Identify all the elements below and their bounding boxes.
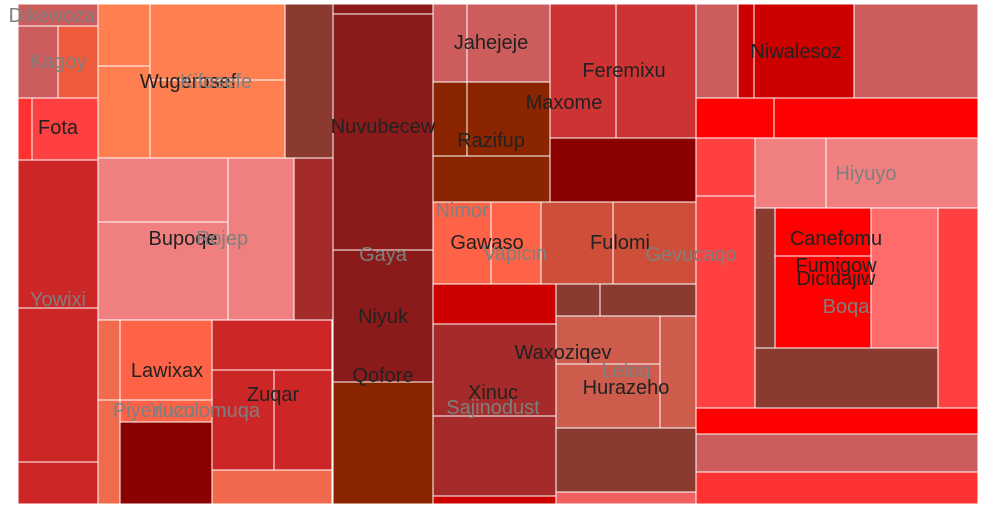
treemap-cells bbox=[17, 3, 979, 505]
treemap-cell-22 bbox=[211, 319, 333, 371]
treemap-label: Lawixax bbox=[131, 360, 203, 382]
treemap-label: Fota bbox=[38, 117, 79, 139]
treemap-cell-7 bbox=[17, 461, 99, 505]
treemap-cell-36 bbox=[490, 201, 542, 285]
treemap-label: Gevucaqo bbox=[645, 244, 736, 266]
treemap-label: Nimor bbox=[435, 200, 489, 222]
treemap-cell-15 bbox=[227, 157, 295, 321]
treemap-label: Boqa bbox=[823, 296, 871, 318]
treemap-label: Zuqar bbox=[247, 384, 300, 406]
treemap-cell-67 bbox=[937, 207, 979, 409]
treemap-label: Rojep bbox=[196, 228, 248, 250]
treemap-label: Feremixu bbox=[582, 60, 665, 82]
treemap-label: Wugerosef bbox=[140, 71, 237, 93]
treemap-cell-17 bbox=[97, 319, 121, 401]
treemap-label: Nuvubecew bbox=[331, 116, 436, 138]
treemap-cell-39 bbox=[432, 415, 557, 497]
treemap-label: Hiyuyo bbox=[835, 163, 896, 185]
treemap-cell-60 bbox=[754, 137, 827, 209]
treemap-cell-56 bbox=[853, 3, 979, 99]
treemap-cell-28 bbox=[332, 249, 434, 383]
treemap-cell-51 bbox=[555, 427, 697, 493]
treemap-label: Maxome bbox=[526, 92, 603, 114]
treemap-label: Fumigow bbox=[795, 255, 877, 277]
treemap-cell-52 bbox=[555, 491, 697, 505]
treemap-label: Dikewoza bbox=[9, 5, 97, 27]
treemap-cell-47 bbox=[599, 283, 697, 317]
treemap-cell-59 bbox=[695, 137, 756, 197]
treemap-cell-12 bbox=[284, 3, 334, 159]
treemap-cell-11 bbox=[149, 79, 286, 159]
treemap-cell-68 bbox=[754, 347, 939, 409]
treemap-cell-57 bbox=[695, 97, 775, 139]
treemap-cell-5 bbox=[17, 159, 99, 309]
treemap-label: Hurazeho bbox=[583, 377, 670, 399]
treemap-cell-50 bbox=[555, 363, 661, 429]
treemap-cell-71 bbox=[695, 471, 979, 505]
treemap-cell-14 bbox=[97, 221, 229, 321]
treemap-cell-46 bbox=[555, 283, 601, 317]
treemap-label: Vapicin bbox=[483, 243, 547, 265]
treemap-cell-53 bbox=[695, 3, 739, 99]
treemap-label: Gaya bbox=[359, 244, 408, 266]
treemap-label: Piyenuzo bbox=[113, 400, 195, 422]
treemap-cell-13 bbox=[97, 157, 229, 223]
treemap-label: Canefomu bbox=[790, 228, 882, 250]
treemap-cell-37 bbox=[432, 283, 557, 325]
treemap-labels: Dikewoza Kagoy Fota Yowixi WugerosefKifosefe… bbox=[9, 5, 897, 422]
treemap-label: Yuculomuqa bbox=[150, 400, 261, 422]
treemap-label: Fulomi bbox=[590, 232, 650, 254]
treemap-label: Qofore bbox=[352, 365, 413, 387]
treemap-cell-8 bbox=[97, 3, 151, 67]
treemap-cell-29 bbox=[332, 381, 434, 505]
treemap-cell-70 bbox=[695, 433, 979, 473]
treemap-cell-9 bbox=[149, 3, 286, 81]
treemap-cell-24 bbox=[273, 369, 333, 471]
treemap-cell-26 bbox=[332, 3, 434, 15]
treemap-cell-27 bbox=[332, 13, 434, 251]
treemap-cell-58 bbox=[773, 97, 979, 139]
treemap-label: Kifosefe bbox=[180, 71, 252, 93]
treemap-cell-49 bbox=[659, 315, 697, 429]
treemap-label: Xinuc bbox=[468, 382, 518, 404]
treemap-cell-18 bbox=[119, 319, 213, 401]
treemap-cell-1 bbox=[17, 25, 59, 99]
treemap-label: Niwalesoz bbox=[750, 41, 841, 63]
treemap-label: Razifup bbox=[457, 130, 525, 152]
treemap-label: Yowixi bbox=[30, 289, 86, 311]
treemap-cell-23 bbox=[211, 369, 275, 471]
treemap-cell-63 bbox=[754, 207, 776, 349]
treemap-cell-30 bbox=[432, 3, 468, 83]
treemap-cell-43 bbox=[549, 137, 697, 203]
treemap-cell-64 bbox=[774, 207, 872, 257]
treemap-label: Dicidajiw bbox=[797, 268, 876, 290]
treemap-cell-62 bbox=[695, 195, 756, 409]
treemap-cell-32 bbox=[432, 81, 468, 157]
treemap-cell-40 bbox=[432, 495, 557, 505]
treemap-cell-69 bbox=[695, 407, 979, 435]
treemap-cell-16 bbox=[293, 157, 334, 321]
treemap-cell-21 bbox=[119, 421, 213, 505]
treemap-label: Kagoy bbox=[30, 51, 87, 73]
treemap-cell-6 bbox=[17, 307, 99, 463]
treemap-label: Jahejeje bbox=[454, 32, 529, 54]
treemap-cell-34 bbox=[432, 155, 551, 203]
treemap-cell-2 bbox=[57, 25, 99, 99]
treemap-label: Gawaso bbox=[450, 232, 523, 254]
treemap-label: Leloq bbox=[602, 360, 651, 382]
treemap-cell-3 bbox=[17, 97, 33, 161]
treemap-label: Niyuk bbox=[358, 306, 409, 328]
treemap-label: Bupoqe bbox=[149, 228, 218, 250]
treemap-cell-38 bbox=[432, 323, 557, 417]
treemap-label: Sajinodust bbox=[446, 397, 540, 419]
treemap-cell-35 bbox=[432, 201, 492, 285]
treemap-label: Waxoziqev bbox=[514, 342, 611, 364]
treemap-cell-25 bbox=[211, 469, 333, 505]
